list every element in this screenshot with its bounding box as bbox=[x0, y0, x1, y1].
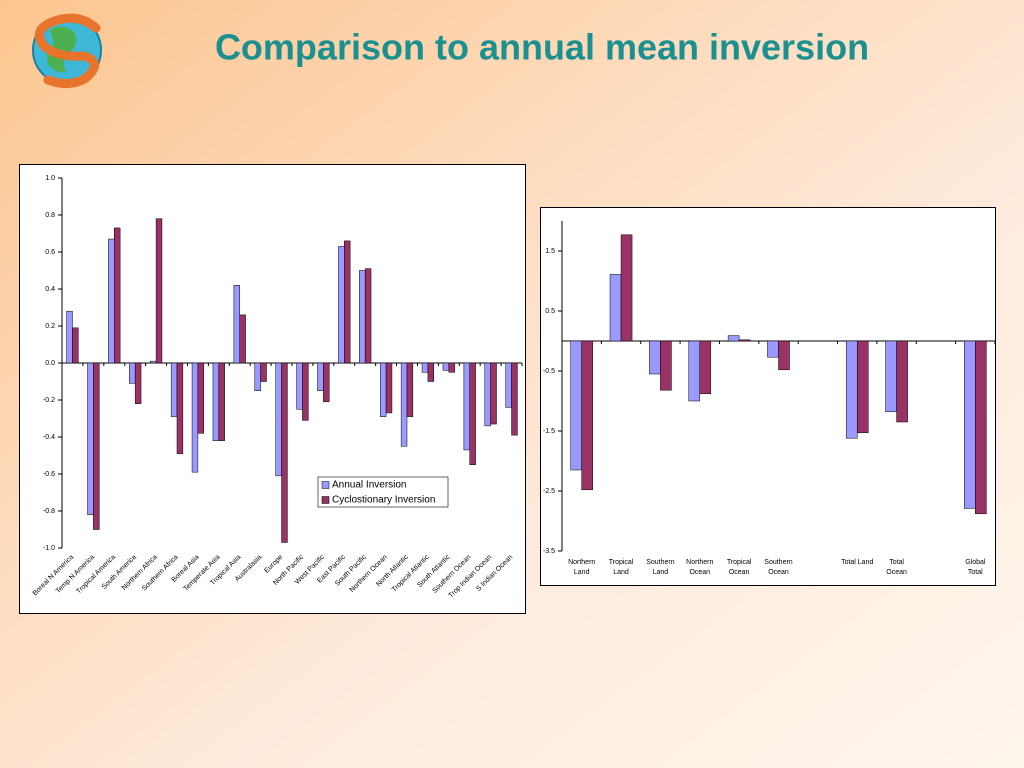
bar bbox=[463, 362, 470, 451]
bar bbox=[338, 246, 345, 364]
y-tick-label: -0.2 bbox=[43, 397, 55, 404]
y-tick-label: -0.4 bbox=[43, 434, 55, 441]
bar bbox=[66, 310, 73, 364]
x-tick-label: Tropical Land bbox=[609, 559, 634, 576]
bar bbox=[442, 362, 450, 371]
legend-frame bbox=[317, 476, 449, 508]
bar bbox=[197, 362, 205, 434]
bar bbox=[975, 340, 987, 515]
bar bbox=[856, 340, 869, 434]
x-tick-label: Southern Ocean bbox=[764, 559, 793, 576]
y-tick-label: 0.2 bbox=[45, 323, 55, 330]
x-tick-label: Tropical Ocean bbox=[727, 559, 752, 576]
legend-label: Annual Inversion bbox=[332, 480, 407, 491]
bar bbox=[344, 240, 351, 364]
bar bbox=[191, 362, 199, 473]
y-tick-label: 0.0 bbox=[45, 360, 55, 367]
bar bbox=[155, 218, 163, 364]
bar bbox=[406, 362, 414, 417]
legend-swatch bbox=[321, 496, 330, 504]
bar bbox=[218, 362, 225, 441]
bar bbox=[469, 362, 476, 465]
y-tick-label: -1.0 bbox=[43, 545, 55, 552]
y-tick-label: -3.5 bbox=[543, 548, 555, 555]
y-tick-label: -0.8 bbox=[43, 508, 55, 515]
y-tick-label: 0.5 bbox=[545, 308, 555, 315]
bar bbox=[778, 340, 790, 371]
bar bbox=[212, 362, 220, 441]
bar bbox=[323, 362, 330, 403]
bar bbox=[233, 285, 240, 364]
x-tick-label: Total Ocean bbox=[886, 559, 907, 576]
bar bbox=[738, 339, 751, 342]
chart-frame bbox=[19, 164, 526, 614]
bar bbox=[108, 238, 115, 364]
bar bbox=[570, 340, 582, 471]
bar bbox=[896, 340, 908, 423]
bar bbox=[317, 362, 324, 391]
bar bbox=[609, 274, 622, 342]
bar bbox=[400, 362, 408, 447]
bar bbox=[845, 340, 858, 439]
slide-title: Comparison to annual mean inversion bbox=[215, 27, 869, 68]
bar bbox=[448, 362, 455, 373]
bar bbox=[379, 362, 387, 417]
bar bbox=[727, 335, 740, 342]
legend-label: Cyclostionary Inversion bbox=[332, 495, 435, 506]
bar bbox=[649, 340, 661, 375]
bar bbox=[72, 327, 79, 364]
bar bbox=[281, 362, 288, 543]
bar bbox=[620, 234, 633, 342]
bar bbox=[484, 362, 491, 427]
legend-swatch bbox=[321, 481, 330, 489]
y-tick-label: 1.0 bbox=[45, 175, 55, 182]
bar bbox=[385, 362, 393, 414]
y-tick-label: -0.6 bbox=[43, 471, 55, 478]
y-tick-label: -1.5 bbox=[543, 428, 555, 435]
x-tick-label: Northern Ocean bbox=[686, 559, 713, 576]
bar bbox=[490, 362, 497, 425]
bar bbox=[260, 362, 267, 382]
bar bbox=[296, 362, 303, 410]
chart-frame bbox=[540, 207, 996, 586]
y-tick-label: 0.8 bbox=[45, 212, 55, 219]
bar bbox=[885, 340, 897, 413]
y-tick-label: -0.5 bbox=[543, 368, 555, 375]
bar bbox=[427, 362, 435, 382]
y-tick-label: 0.6 bbox=[45, 249, 55, 256]
bar bbox=[511, 362, 518, 436]
bar bbox=[581, 340, 593, 491]
bar bbox=[93, 362, 100, 530]
bar bbox=[767, 340, 779, 358]
bar bbox=[239, 314, 246, 364]
x-tick-label: Northern Land bbox=[568, 559, 595, 576]
logo bbox=[32, 13, 102, 88]
bar bbox=[688, 340, 701, 402]
x-tick-label: Southern Land bbox=[646, 559, 675, 576]
bar bbox=[170, 362, 178, 417]
bar bbox=[176, 362, 184, 454]
bar bbox=[660, 340, 672, 391]
bar bbox=[149, 360, 157, 364]
y-tick-label: -2.5 bbox=[543, 488, 555, 495]
y-tick-label: 0.4 bbox=[45, 286, 55, 293]
bar bbox=[114, 227, 121, 364]
bar bbox=[302, 362, 309, 421]
bar bbox=[505, 362, 512, 408]
bar bbox=[129, 362, 136, 384]
bar bbox=[87, 362, 94, 515]
bar bbox=[359, 270, 366, 364]
bar bbox=[134, 362, 142, 404]
x-tick-label: Global Total bbox=[965, 559, 986, 576]
bar bbox=[964, 340, 976, 509]
x-tick-label: Total Land bbox=[841, 559, 873, 566]
bar bbox=[699, 340, 712, 395]
y-tick-label: 1.5 bbox=[545, 248, 555, 255]
bar bbox=[275, 362, 282, 477]
bar bbox=[254, 362, 261, 391]
bar bbox=[421, 362, 429, 373]
bar bbox=[364, 268, 372, 364]
